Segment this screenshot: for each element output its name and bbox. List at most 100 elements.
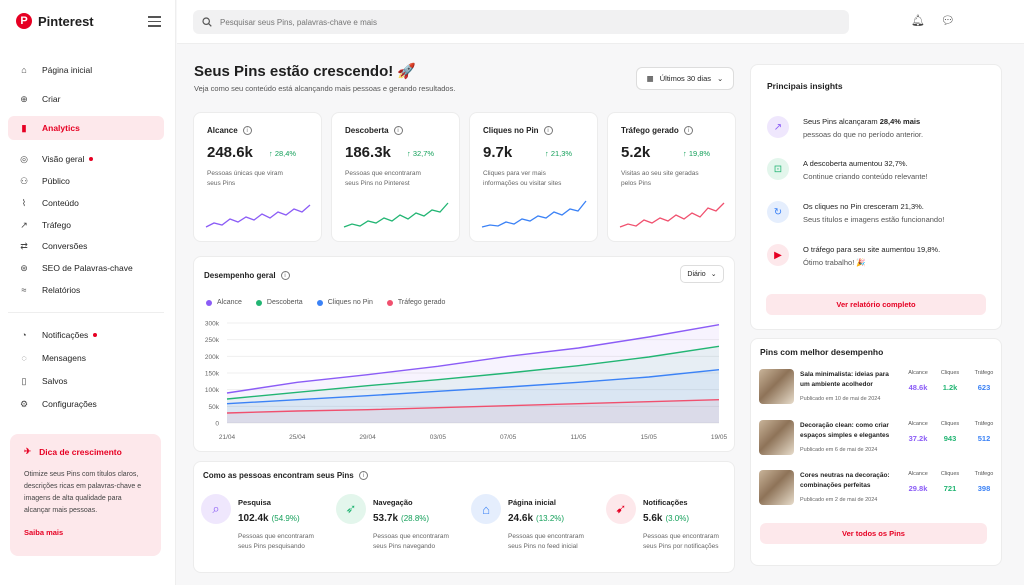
x-tick-label: 07/05 bbox=[500, 434, 517, 441]
legend-item[interactable]: Cliques no Pin bbox=[316, 299, 373, 306]
sidebar-item-settings[interactable]: ⚙ Configurações bbox=[8, 392, 164, 416]
page-title: Seus Pins estão crescendo! 🚀 bbox=[194, 63, 417, 80]
sources-card: Como as pessoas encontram seus Pins i bbox=[193, 461, 735, 573]
series-line bbox=[226, 369, 720, 405]
sidebar-item-seo[interactable]: ⊛ SEO de Palavras-chave bbox=[8, 256, 164, 280]
kpi-title-text: Descoberta bbox=[345, 126, 389, 135]
sidebar-item-label: Mensagens bbox=[42, 353, 86, 363]
bell-icon: ◔ bbox=[21, 330, 27, 340]
x-tick-label: 03/05 bbox=[430, 434, 447, 441]
app-name: Pinterest bbox=[38, 13, 94, 29]
source-value-text: 102.4k bbox=[238, 513, 269, 524]
content-icon: ⌇ bbox=[21, 197, 27, 208]
legend-item[interactable]: Descoberta bbox=[255, 299, 303, 306]
legend-item[interactable]: Alcance bbox=[206, 299, 242, 306]
pin-column-header: Tráfego bbox=[974, 421, 994, 427]
search-input[interactable] bbox=[220, 17, 720, 27]
sidebar-item-overview[interactable]: ◎ Visão geral bbox=[8, 147, 164, 171]
report-icon: ≈ bbox=[21, 285, 27, 295]
sidebar-item-create[interactable]: ⊕ Criar bbox=[8, 87, 164, 111]
pin-thumbnail[interactable] bbox=[759, 369, 794, 404]
sidebar-item-traffic[interactable]: ↗ Tráfego bbox=[8, 213, 164, 237]
source-title: Página inicial bbox=[508, 498, 556, 507]
source-title: Notificações bbox=[643, 498, 688, 507]
date-range-select[interactable]: ▦ Últimos 30 dias ⌄ bbox=[636, 67, 734, 90]
sidebar-item-saved[interactable]: ▯ Salvos bbox=[8, 369, 164, 393]
info-icon[interactable]: i bbox=[358, 471, 368, 480]
learn-more-link[interactable]: Saiba mais bbox=[24, 528, 64, 537]
top-pins-title: Pins com melhor desempenho bbox=[760, 347, 884, 357]
search-bar[interactable] bbox=[193, 10, 849, 34]
info-icon[interactable]: i bbox=[242, 126, 252, 135]
insight-text: Os cliques no Pin cresceram 21,3%. bbox=[803, 202, 924, 211]
bell-icon[interactable]: 🔔︎ bbox=[911, 15, 925, 27]
source-percent: (13.2%) bbox=[536, 514, 565, 523]
sidebar-divider bbox=[8, 312, 164, 313]
sources-title-text: Como as pessoas encontram seus Pins bbox=[203, 471, 354, 480]
series-line bbox=[226, 399, 720, 414]
kpi-title: Tráfego gerado i bbox=[621, 126, 693, 135]
sidebar-item-conversions[interactable]: ⇄ Conversões bbox=[8, 234, 164, 258]
insight-item: Os cliques no Pin cresceram 21,3%. Seus … bbox=[803, 200, 993, 226]
pin-metric: 943 bbox=[943, 434, 957, 443]
menu-icon[interactable] bbox=[148, 16, 161, 30]
legend-swatch bbox=[206, 299, 212, 306]
info-icon[interactable]: i bbox=[543, 126, 553, 135]
kpi-description: Visitas ao seu site geradas pelos Pins bbox=[621, 170, 699, 187]
pin-title[interactable]: Decoração clean: como criar espaços simp… bbox=[800, 422, 890, 439]
sidebar-item-messages[interactable]: ◌ Mensagens bbox=[8, 346, 164, 370]
performance-chart: 300k 250k 200k 150k 100k 50k 021/04 25/04 29/04 0… bbox=[205, 321, 728, 442]
insight-text: Seus Pins alcançaram bbox=[803, 117, 880, 126]
message-icon[interactable]: 💬︎ bbox=[941, 15, 955, 27]
pinterest-logo-icon: P bbox=[16, 13, 32, 29]
kpi-change: ↑ 19,8% bbox=[683, 149, 711, 158]
info-icon[interactable]: i bbox=[280, 271, 290, 280]
legend-item[interactable]: Tráfego gerado bbox=[386, 299, 445, 306]
series-area bbox=[227, 324, 719, 423]
kpi-card-traffic[interactable]: Tráfego gerado i 5.2k ↑ 19,8% Visitas ao … bbox=[607, 112, 736, 242]
pin-thumbnail[interactable] bbox=[759, 470, 794, 505]
x-tick-label: 15/05 bbox=[641, 434, 658, 441]
insight-subtext: pessoas do que no período anterior. bbox=[803, 130, 924, 139]
insight-text: O tráfego para seu site aumentou 19,8%. bbox=[803, 245, 941, 254]
info-icon[interactable]: i bbox=[683, 126, 693, 135]
kpi-card-discovery[interactable]: Descoberta i 186.3k ↑ 32,7% Pessoas que e… bbox=[331, 112, 460, 242]
pin-metric: 398 bbox=[977, 484, 991, 493]
sidebar-item-analytics[interactable]: ▮ Analytics bbox=[8, 116, 164, 140]
chevron-down-icon: ⌄ bbox=[710, 271, 717, 278]
kpi-card-pin-clicks[interactable]: Cliques no Pin i 9.7k ↑ 21,3% Cliques par… bbox=[469, 112, 598, 242]
pin-thumbnail[interactable] bbox=[759, 420, 794, 455]
sidebar-item-audience[interactable]: ⚇ Público bbox=[8, 169, 164, 193]
seo-icon: ⊛ bbox=[20, 262, 28, 273]
x-tick-label: 21/04 bbox=[219, 434, 236, 441]
info-icon[interactable]: i bbox=[393, 126, 403, 135]
y-tick-label: 0 bbox=[215, 421, 219, 428]
bookmark-icon: ▯ bbox=[21, 375, 27, 386]
sidebar-item-notifications[interactable]: ◔ Notificações bbox=[8, 323, 164, 347]
tip-text: Otimize seus Pins com títulos claros, de… bbox=[24, 471, 142, 514]
sidebar-item-label: Visão geral bbox=[42, 154, 85, 164]
insight-item: A descoberta aumentou 32,7%. Continue cr… bbox=[803, 157, 993, 183]
series-line bbox=[226, 345, 720, 400]
pin-title[interactable]: Sala minimalista: ideias para um ambient… bbox=[800, 371, 889, 388]
sidebar-item-label: Conteúdo bbox=[42, 198, 79, 208]
sidebar-item-content[interactable]: ⌇ Conteúdo bbox=[8, 191, 164, 215]
chevron-down-icon: ⌄ bbox=[717, 74, 724, 83]
pin-metric: 623 bbox=[977, 383, 991, 392]
view-all-pins-button[interactable]: Ver todos os Pins bbox=[760, 523, 987, 544]
kpi-title: Descoberta i bbox=[345, 126, 403, 135]
series-area bbox=[227, 399, 719, 423]
source-value: 5.6k (3.0%) bbox=[643, 513, 689, 524]
sidebar-item-label: Página inicial bbox=[42, 65, 93, 75]
pin-column-header: Tráfego bbox=[974, 370, 994, 376]
kpi-title-text: Cliques no Pin bbox=[483, 126, 539, 135]
granularity-select[interactable]: Diário ⌄ bbox=[680, 265, 724, 283]
sidebar-item-home[interactable]: ⌂ Página inicial bbox=[8, 58, 164, 82]
full-report-button[interactable]: Ver relatório completo bbox=[766, 294, 986, 315]
pin-title[interactable]: Cores neutras na decoração: combinações … bbox=[800, 472, 890, 489]
click-icon: ↻ bbox=[767, 201, 789, 223]
pinterest-logo[interactable]: P Pinterest bbox=[16, 13, 94, 29]
kpi-change: ↑ 21,3% bbox=[545, 149, 573, 158]
sidebar-item-reports[interactable]: ≈ Relatórios bbox=[8, 278, 164, 302]
kpi-card-reach[interactable]: Alcance i 248.6k ↑ 28,4% Pessoas únicas q… bbox=[193, 112, 322, 242]
